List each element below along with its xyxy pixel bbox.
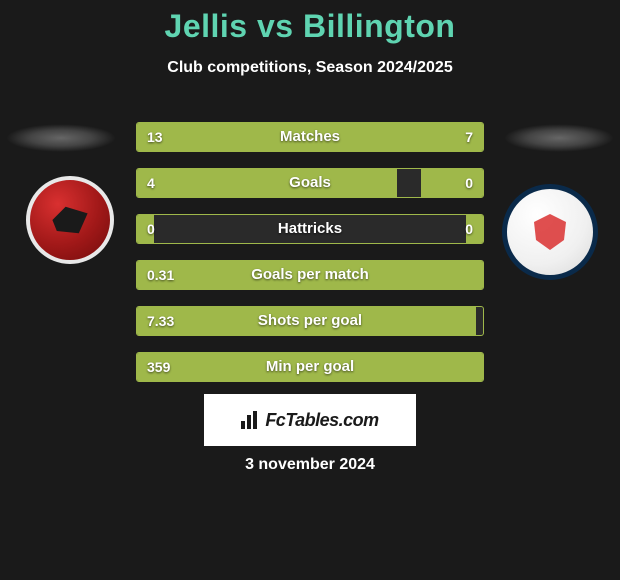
brand-text: FcTables.com [265,410,378,431]
stat-row: 0Hattricks0 [136,214,484,244]
stat-label: Goals [137,169,483,197]
subtitle: Club competitions, Season 2024/2025 [0,59,620,77]
stat-row: 4Goals0 [136,168,484,198]
brand-badge: FcTables.com [204,394,416,446]
logo-bars-icon [241,411,259,429]
page-title: Jellis vs Billington [0,0,620,45]
stat-label: Hattricks [137,215,483,243]
stat-label: Min per goal [137,353,483,381]
stat-row: 0.31Goals per match [136,260,484,290]
date-text: 3 november 2024 [0,456,620,474]
player1-name: Jellis [165,8,248,44]
stats-panel: 13Matches74Goals00Hattricks00.31Goals pe… [136,122,484,398]
stat-label: Shots per goal [137,307,483,335]
player2-name: Billington [303,8,456,44]
stat-value-right: 7 [465,123,473,151]
stat-row: 359Min per goal [136,352,484,382]
stat-row: 13Matches7 [136,122,484,152]
stat-label: Matches [137,123,483,151]
player2-silhouette [504,124,614,152]
stat-row: 7.33Shots per goal [136,306,484,336]
comparison-card: Jellis vs Billington Club competitions, … [0,0,620,580]
vs-separator: vs [257,8,294,44]
stat-value-right: 0 [465,169,473,197]
club-badge-left [26,176,114,264]
stat-label: Goals per match [137,261,483,289]
club-badge-right [502,184,598,280]
player1-silhouette [6,124,116,152]
stat-value-right: 0 [465,215,473,243]
